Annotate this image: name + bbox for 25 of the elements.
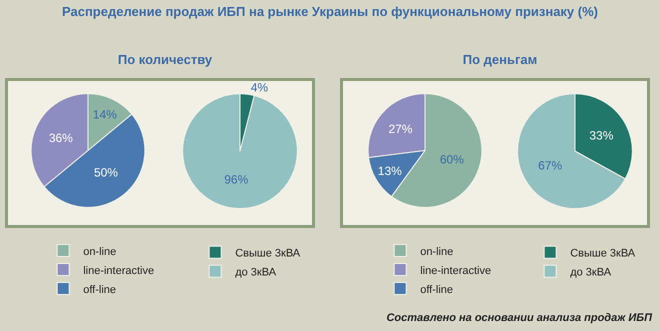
data-label: 14% xyxy=(92,107,118,122)
legend-label: off-line xyxy=(420,284,454,296)
legend-label: до 3кВА xyxy=(570,266,612,279)
data-label: 50% xyxy=(94,165,118,180)
legend-label: line-interactive xyxy=(83,264,154,277)
legend-label: line-interactive xyxy=(420,264,492,277)
data-label: 27% xyxy=(388,122,413,136)
legend-label: Свыше 3кВА xyxy=(235,248,301,260)
legend-label: on-line xyxy=(83,246,116,258)
data-label: 96% xyxy=(224,172,249,187)
legend-label: Свыше 3кВА xyxy=(570,248,636,260)
pie-slice xyxy=(182,93,298,209)
text: Составлено на основании анализа продаж ИБП xyxy=(386,312,652,324)
data-label: 67% xyxy=(538,158,562,173)
chart-subtitle: По количеству xyxy=(116,52,214,67)
legend-label: off-line xyxy=(83,284,116,296)
data-label: 36% xyxy=(48,130,74,145)
text: Распределение продаж ИБП на рынке Украины по функциональному признаку (%) xyxy=(60,4,599,19)
data-label: 4% xyxy=(250,80,268,94)
legend-label: on-line xyxy=(420,246,454,258)
data-label: 60% xyxy=(440,152,464,166)
legend-label: до 3кВА xyxy=(235,266,277,279)
chart-subtitle: По деньгам xyxy=(462,52,538,67)
data-label: 33% xyxy=(589,128,614,142)
data-label: 13% xyxy=(378,164,402,178)
